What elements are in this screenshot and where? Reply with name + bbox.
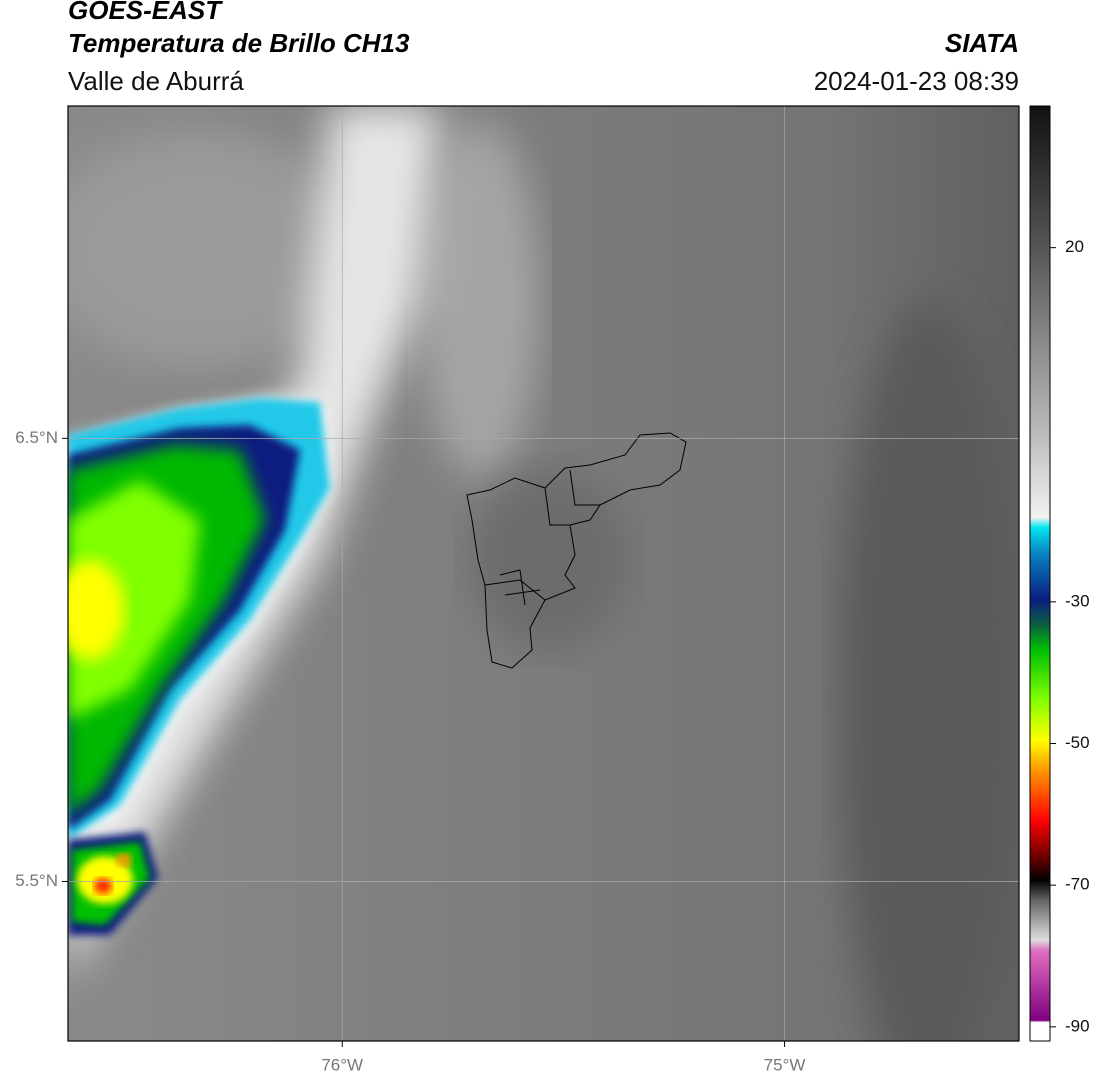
y-tick-label: 5.5°N — [15, 871, 58, 890]
datetime: 2024-01-23 08:39 — [814, 66, 1019, 96]
x-tick-label: 76°W — [321, 1055, 363, 1074]
y-tick-label: 6.5°N — [15, 428, 58, 447]
satellite-image — [68, 106, 1019, 1041]
colorbar-tick-label: -70 — [1065, 875, 1090, 894]
subtitle: Temperatura de Brillo CH13 — [68, 28, 410, 58]
map-frame — [67, 105, 1020, 1042]
colorbar — [1029, 105, 1051, 1042]
colorbar-tick-label: 20 — [1065, 237, 1084, 256]
x-tick-label: 75°W — [764, 1055, 806, 1074]
valley-outline — [466, 432, 687, 669]
colorbar-tick-label: -50 — [1065, 733, 1090, 752]
colorbar-tick-label: -30 — [1065, 591, 1090, 610]
region: Valle de Aburrá — [68, 66, 244, 96]
colorbar-tick-label: -90 — [1065, 1016, 1090, 1035]
title: GOES-EAST — [68, 0, 223, 25]
source: SIATA — [945, 28, 1019, 58]
